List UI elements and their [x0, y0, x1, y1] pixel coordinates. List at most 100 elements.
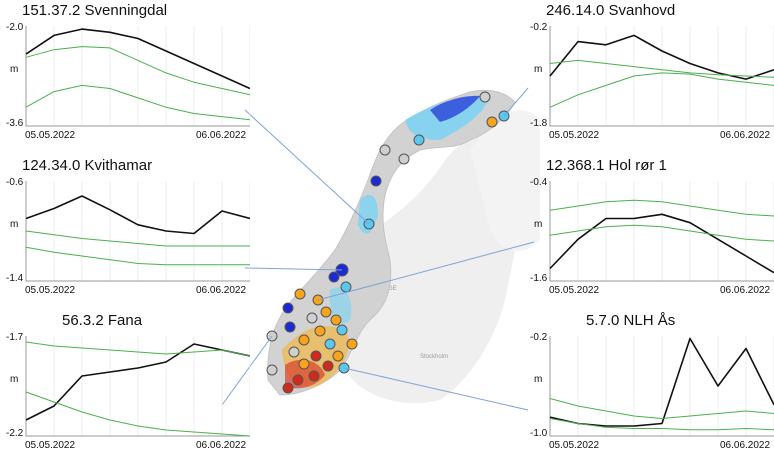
series-line-observed — [25, 195, 250, 235]
x-label-start: 05.05.2022 — [25, 130, 76, 141]
map-marker — [314, 325, 326, 337]
map-marker — [320, 306, 332, 318]
chart-plot-area — [25, 336, 250, 437]
map-marker — [370, 175, 382, 187]
map-marker — [298, 358, 310, 370]
map-marker — [379, 144, 391, 156]
map-marker — [288, 346, 300, 358]
chart-title: 151.37.2 Svenningdal — [22, 2, 168, 19]
y-tick-top: -0.4 — [530, 177, 548, 188]
y-tick-bottom: -1.4 — [6, 273, 24, 284]
chart-title: 5.7.0 NLH Ås — [586, 312, 676, 329]
chart-plot-area — [549, 181, 774, 282]
map-marker — [398, 153, 410, 165]
map-marker — [310, 350, 322, 362]
chart-title: 124.34.0 Kvithamar — [22, 157, 153, 174]
y-axis-label: m — [534, 374, 543, 385]
map-marker — [336, 324, 348, 336]
map-marker — [292, 374, 304, 386]
chart-axes — [25, 181, 250, 282]
map-marker — [282, 382, 294, 394]
series-line-observed — [549, 213, 774, 274]
map-marker — [266, 364, 278, 376]
series-line-lower — [549, 418, 774, 431]
chart-svanhovd: 246.14.0 Svanhovd -0.2 m -1.8 05.05.2022… — [524, 0, 774, 146]
map-marker — [308, 370, 320, 382]
y-axis-label: m — [534, 64, 543, 75]
x-label-end: 06.06.2022 — [720, 440, 771, 451]
chart-title: 12.368.1 Hol rør 1 — [546, 157, 667, 174]
x-label-end: 06.06.2022 — [196, 130, 247, 141]
x-label-end: 06.06.2022 — [720, 285, 771, 296]
x-label-start: 05.05.2022 — [25, 285, 76, 296]
series-line-lower — [25, 246, 250, 266]
map-marker — [479, 91, 491, 103]
x-label-start: 05.05.2022 — [25, 440, 76, 451]
series-line-lower — [549, 72, 774, 108]
map-marker — [294, 288, 306, 300]
series-line-lower — [25, 391, 250, 437]
chart-title: 56.3.2 Fana — [62, 312, 143, 329]
chart-plot-area — [549, 26, 774, 127]
chart-plot-area — [25, 181, 250, 282]
y-tick-bottom: -1.0 — [530, 428, 548, 439]
y-axis-label: m — [10, 219, 19, 230]
x-label-end: 06.06.2022 — [196, 285, 247, 296]
series-line-observed — [25, 28, 250, 90]
map-marker — [312, 294, 324, 306]
y-tick-top: -1.7 — [6, 332, 24, 343]
x-label-end: 06.06.2022 — [196, 440, 247, 451]
series-line-upper — [549, 199, 774, 217]
series-line-upper — [549, 398, 774, 419]
y-tick-bottom: -1.6 — [530, 273, 548, 284]
map-marker — [332, 350, 344, 362]
map-marker — [346, 338, 358, 350]
x-label-start: 05.05.2022 — [549, 130, 600, 141]
series-line-observed — [549, 34, 774, 80]
chart-axes — [25, 26, 250, 127]
chart-plot-area — [549, 336, 774, 437]
chart-axes — [549, 336, 774, 437]
series-line-lower — [549, 224, 774, 242]
chart-svenningdal: 151.37.2 Svenningdal -2.0 m -3.6 05.05.2… — [0, 0, 250, 146]
chart-title: 246.14.0 Svanhovd — [546, 2, 676, 19]
chart-axes — [549, 181, 774, 282]
chart-plot-area — [25, 26, 250, 127]
chart-nlh-as: 5.7.0 NLH Ås -0.2 m -1.0 05.05.2022 06.0… — [524, 310, 774, 456]
x-label-start: 05.05.2022 — [549, 285, 600, 296]
map-marker — [328, 271, 340, 283]
chart-hol-ror-1: 12.368.1 Hol rør 1 -0.4 m -1.6 05.05.202… — [524, 155, 774, 301]
y-tick-bottom: -3.6 — [6, 118, 24, 129]
map-marker — [322, 360, 334, 372]
map-label-stockholm: Stockholm — [420, 354, 448, 360]
y-axis-label: m — [10, 374, 19, 385]
series-line-upper — [25, 341, 250, 357]
map-marker — [363, 218, 375, 230]
map-marker — [498, 110, 510, 122]
map-marker — [413, 134, 425, 146]
y-tick-top: -2.0 — [6, 22, 24, 33]
chart-axes — [25, 336, 250, 437]
series-line-upper — [25, 46, 250, 96]
map-marker — [298, 334, 310, 346]
y-tick-bottom: -1.8 — [530, 118, 548, 129]
x-label-start: 05.05.2022 — [549, 440, 600, 451]
map-marker — [330, 314, 342, 326]
map-marker — [266, 330, 278, 342]
map-marker — [284, 321, 296, 333]
map-marker — [306, 312, 318, 324]
map-marker — [340, 281, 352, 293]
map-marker — [338, 362, 350, 374]
chart-kvithamar: 124.34.0 Kvithamar -0.6 m -1.4 05.05.202… — [0, 155, 250, 301]
y-axis-label: m — [534, 219, 543, 230]
y-tick-bottom: -2.2 — [6, 428, 24, 439]
series-line-upper — [25, 230, 250, 247]
series-line-observed — [25, 343, 250, 421]
chart-fana: 56.3.2 Fana -1.7 m -2.2 05.05.2022 06.06… — [0, 310, 250, 456]
map-marker — [282, 302, 294, 314]
y-axis-label: m — [10, 64, 19, 75]
y-tick-top: -0.2 — [530, 332, 548, 343]
map-finland-land — [470, 110, 540, 251]
chart-axes — [549, 26, 774, 127]
map-patch-north-dark — [430, 95, 480, 122]
